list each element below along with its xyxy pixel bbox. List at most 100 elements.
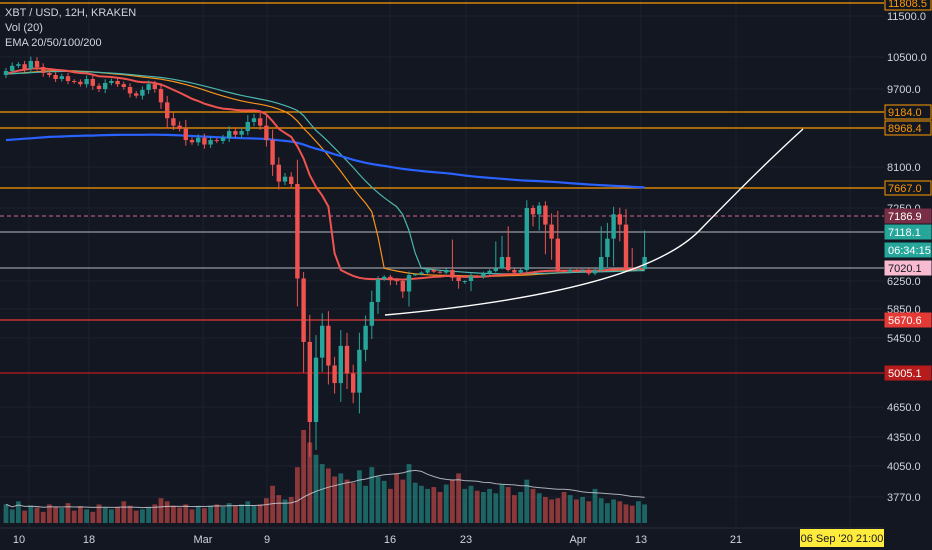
candle-body bbox=[506, 257, 511, 271]
price-tick-label: 4050.0 bbox=[887, 461, 921, 473]
volume-bar bbox=[586, 501, 592, 523]
candle bbox=[115, 78, 120, 87]
volume-bar bbox=[549, 499, 554, 523]
candle-body bbox=[84, 79, 89, 85]
candle bbox=[189, 137, 195, 145]
price-tag-box bbox=[884, 0, 932, 11]
candle bbox=[431, 268, 436, 273]
candle bbox=[419, 271, 424, 276]
candle-body bbox=[251, 118, 257, 122]
candle-body bbox=[16, 64, 21, 66]
price-tick-label: 8100.0 bbox=[887, 162, 921, 174]
symbol-title[interactable]: XBT / USD, 12H, KRAKEN bbox=[5, 7, 137, 19]
candle bbox=[369, 290, 374, 339]
volume-indicator-label[interactable]: Vol (20) bbox=[5, 22, 43, 34]
candle-body bbox=[444, 270, 449, 273]
candle bbox=[543, 201, 548, 255]
volume-bar bbox=[487, 488, 492, 523]
candle bbox=[208, 136, 213, 148]
price-tag-label: 9184.0 bbox=[888, 107, 922, 119]
price-tag: 7186.9 bbox=[884, 208, 932, 224]
time-axis[interactable]: 1018Mar91623Apr1321May06 Sep '20 21:00 bbox=[0, 527, 932, 550]
candle bbox=[146, 80, 151, 94]
candle-body bbox=[400, 281, 405, 292]
volume-bar bbox=[400, 479, 406, 523]
volume-bar bbox=[611, 499, 616, 523]
candle bbox=[413, 273, 418, 277]
candle-body bbox=[189, 140, 195, 143]
volume-bar bbox=[474, 490, 480, 523]
candle-body bbox=[524, 208, 529, 271]
volume-bar bbox=[561, 492, 567, 523]
candle-body bbox=[363, 325, 368, 350]
volume-bar bbox=[592, 488, 598, 523]
candle-body bbox=[258, 118, 263, 126]
candle bbox=[524, 200, 529, 273]
candle-body bbox=[313, 357, 319, 422]
candle bbox=[301, 271, 306, 373]
price-tag: 7118.1 bbox=[884, 224, 932, 240]
volume-bar bbox=[189, 509, 195, 523]
candle-body bbox=[636, 269, 641, 271]
candle bbox=[388, 274, 393, 286]
candle bbox=[425, 268, 430, 275]
time-tick-label: 13 bbox=[635, 534, 647, 546]
price-tag: 5005.1 bbox=[884, 365, 932, 381]
candle bbox=[264, 114, 269, 147]
volume-bar bbox=[96, 504, 102, 523]
candle bbox=[456, 275, 461, 289]
volume-bar bbox=[524, 479, 530, 523]
volume-bar bbox=[28, 505, 34, 523]
candle-body bbox=[202, 137, 207, 145]
date-tag-box bbox=[800, 529, 884, 547]
time-tick-label: 9 bbox=[264, 534, 270, 546]
price-tag-label: 7667.0 bbox=[888, 183, 922, 195]
volume-bar bbox=[369, 467, 375, 523]
grid-lines bbox=[0, 0, 884, 528]
volume-bar bbox=[257, 504, 263, 523]
candle-body bbox=[301, 278, 306, 342]
candle-body bbox=[375, 279, 381, 302]
candle-body bbox=[34, 61, 40, 67]
price-tag: 9184.0 bbox=[884, 104, 932, 120]
volume-bar bbox=[115, 506, 120, 523]
candle-body bbox=[103, 83, 108, 89]
candle-body bbox=[295, 183, 300, 279]
candle bbox=[84, 75, 89, 88]
candle bbox=[282, 173, 288, 186]
candle bbox=[450, 239, 455, 281]
candle-body bbox=[320, 325, 325, 358]
volume-bar bbox=[332, 476, 337, 523]
candle bbox=[611, 206, 616, 267]
price-axis[interactable]: 11500.010500.09700.08100.07250.06250.058… bbox=[884, 0, 932, 550]
candle bbox=[227, 126, 232, 142]
volume-bar bbox=[152, 504, 158, 523]
volume-bar bbox=[288, 496, 294, 523]
volume-bar bbox=[543, 496, 548, 523]
candle bbox=[78, 79, 83, 87]
ema-indicator-label[interactable]: EMA 20/50/100/200 bbox=[5, 37, 102, 49]
volume-bar bbox=[375, 476, 381, 523]
volume-bar bbox=[264, 498, 269, 523]
candle bbox=[605, 222, 610, 269]
price-tag-label: 5005.1 bbox=[888, 368, 922, 380]
candle-body bbox=[568, 270, 573, 272]
candle bbox=[406, 271, 412, 307]
candle-body bbox=[623, 224, 629, 269]
horizontal-levels bbox=[0, 2, 884, 374]
volume-bar bbox=[431, 487, 437, 523]
candle-body bbox=[307, 341, 312, 422]
price-tick-label: 6250.0 bbox=[887, 276, 921, 288]
price-tick-label: 4350.0 bbox=[887, 432, 921, 444]
candle-body bbox=[518, 270, 523, 273]
volume-bar bbox=[158, 498, 164, 523]
candle-body bbox=[332, 365, 337, 384]
candle bbox=[599, 226, 604, 272]
candle bbox=[109, 78, 114, 86]
candle bbox=[90, 75, 95, 90]
volume-bar bbox=[536, 493, 542, 523]
volume-bar bbox=[214, 504, 220, 523]
candle-body bbox=[388, 276, 393, 281]
candle-body bbox=[450, 270, 455, 278]
